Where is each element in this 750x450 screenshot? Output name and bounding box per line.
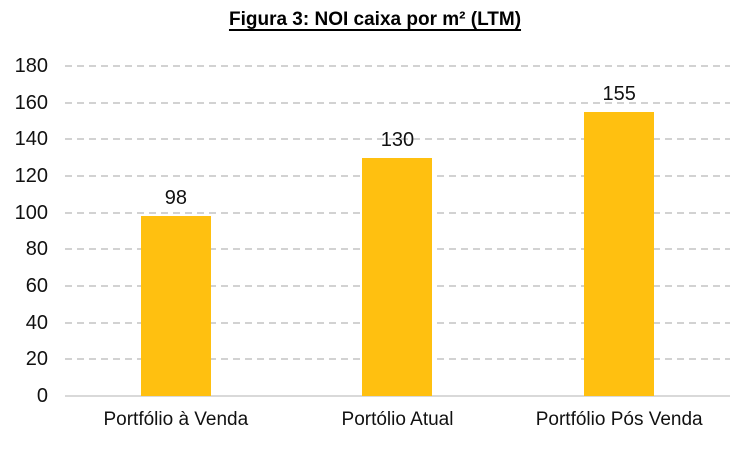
y-tick-label: 180	[14, 55, 48, 77]
bar-slot: 155	[508, 66, 730, 396]
x-category-label: Portfólio Pós Venda	[535, 409, 703, 430]
y-tick-label: 0	[36, 385, 48, 407]
bar	[140, 216, 211, 396]
y-tick-label: 40	[25, 311, 48, 334]
y-tick-label: 100	[14, 201, 48, 224]
bar-value-label: 155	[602, 82, 636, 105]
x-category-label: Portólio Atual	[341, 409, 454, 430]
x-category-label: Portfólio à Venda	[103, 409, 249, 430]
bar	[362, 157, 433, 396]
gridline	[65, 138, 730, 141]
plot-area: 0 20 40 60 80 100 120 140 160 180 98 130 155	[15, 55, 730, 407]
gridline	[65, 65, 730, 67]
bar-slot: 98	[65, 66, 287, 396]
y-tick-label: 20	[25, 348, 48, 371]
y-tick-label: 160	[14, 91, 48, 114]
chart-title: Figura 3: NOI caixa por m² (LTM)	[228, 9, 522, 30]
x-axis-labels: Portfólio à Venda Portólio Atual Portfólio…	[65, 409, 730, 431]
bar-value-label: 130	[380, 128, 415, 151]
y-tick-label: 140	[14, 128, 48, 151]
bar-slot: 130	[287, 66, 509, 396]
chart-title-row: Figura 3: NOI caixa por m² (LTM)	[0, 9, 750, 31]
bar-value-label: 98	[164, 187, 187, 210]
bar	[584, 111, 655, 396]
gridline	[65, 101, 730, 104]
y-tick-label: 120	[14, 165, 48, 187]
y-tick-label: 80	[25, 238, 48, 261]
x-axis-line	[65, 395, 730, 397]
y-tick-label: 60	[25, 275, 48, 297]
